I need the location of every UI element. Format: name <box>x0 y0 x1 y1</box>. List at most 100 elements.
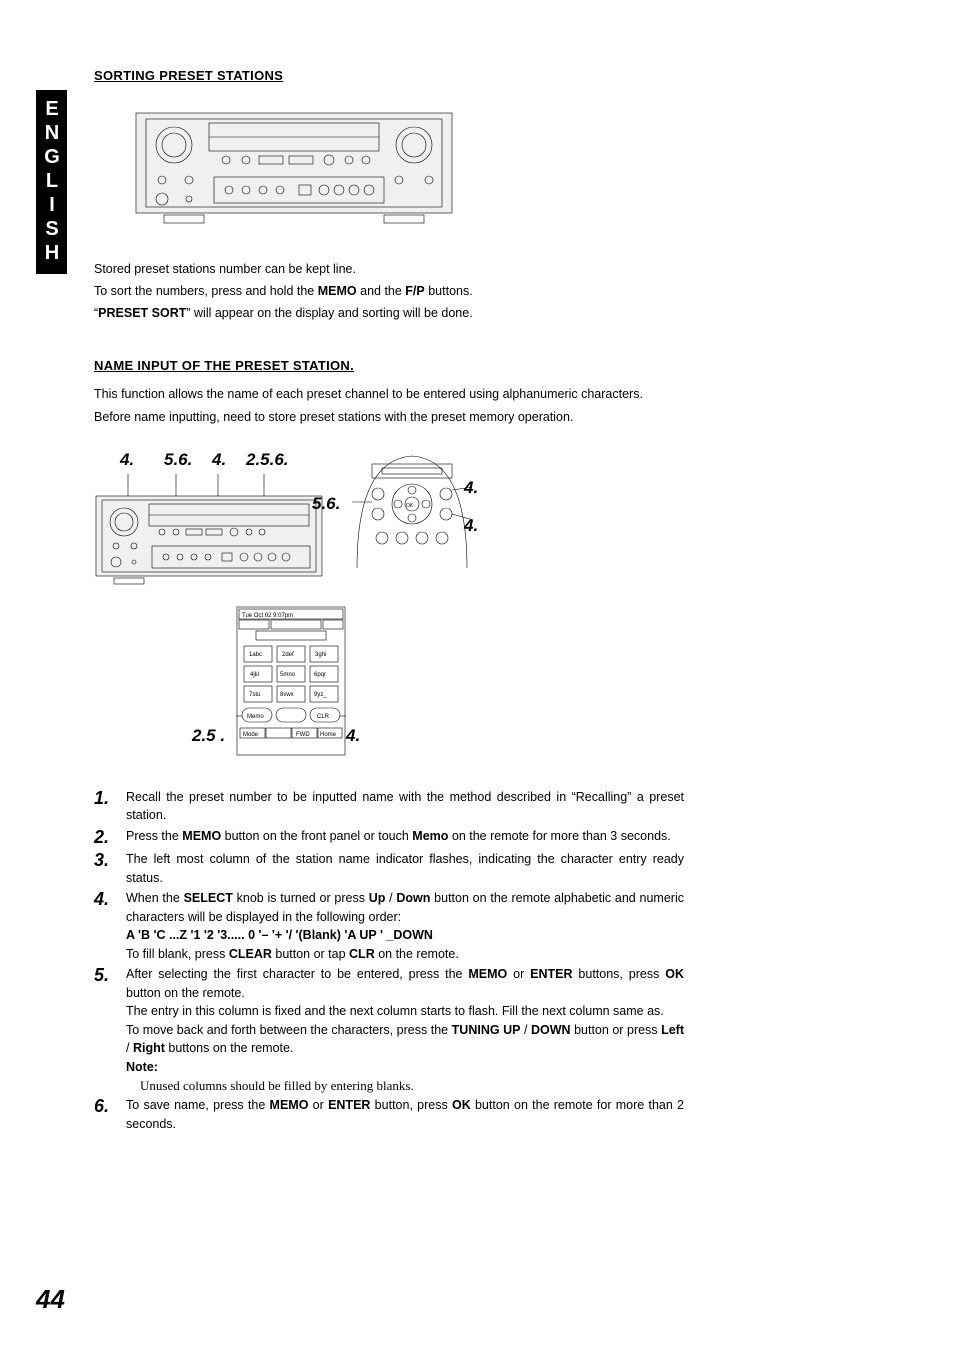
text: buttons, press <box>573 967 666 981</box>
svg-text:Tue Oct 02 9:07pm: Tue Oct 02 9:07pm <box>242 613 293 619</box>
step-3: 3. The left most column of the station n… <box>94 850 684 887</box>
step-text: To save name, press the MEMO or ENTER bu… <box>126 1096 684 1133</box>
bold: MEMO <box>182 829 221 843</box>
text: ” will appear on the display and sorting… <box>186 306 472 320</box>
bold: CLR <box>349 947 375 961</box>
section2: NAME INPUT OF THE PRESET STATION. This f… <box>94 358 684 1133</box>
bold: OK <box>665 967 684 981</box>
svg-text:Home: Home <box>320 732 337 738</box>
step-number: 1. <box>94 788 126 825</box>
callout-4a: 4. <box>120 450 134 470</box>
svg-text:FWD: FWD <box>296 732 310 738</box>
text: / <box>520 1023 531 1037</box>
text: The entry in this column is fixed and th… <box>126 1004 664 1018</box>
bold: ENTER <box>328 1098 370 1112</box>
text: To sort the numbers, press and hold the <box>94 284 318 298</box>
step-text: Press the MEMO button on the front panel… <box>126 827 671 849</box>
svg-text:CLR: CLR <box>317 714 330 720</box>
diagram-area: 4. 5.6. 4. 2.5.6. <box>94 450 684 770</box>
step-number: 5. <box>94 965 126 1076</box>
device-illustration-1 <box>134 105 454 235</box>
text: When the <box>126 891 184 905</box>
section2-title: NAME INPUT OF THE PRESET STATION. <box>94 358 684 373</box>
section1-p1: Stored preset stations number can be kep… <box>94 260 684 278</box>
svg-text:3/3: 3/3 <box>243 623 252 629</box>
step-text: The left most column of the station name… <box>126 850 684 887</box>
language-tab: ENGLISH <box>36 90 67 274</box>
page-number: 44 <box>36 1284 65 1315</box>
svg-text:6pqr: 6pqr <box>314 672 326 678</box>
char-sequence: A 'B 'C ...Z '1 '2 '3..... 0 '– '+ '/ '(… <box>126 928 433 942</box>
step-6: 6. To save name, press the MEMO or ENTER… <box>94 1096 684 1133</box>
svg-text:1abc: 1abc <box>249 652 262 658</box>
bold: TUNING UP <box>452 1023 521 1037</box>
text: button on the front panel or touch <box>221 829 412 843</box>
step-number: 2. <box>94 827 126 849</box>
preset-sort-bold: PRESET SORT <box>98 306 186 320</box>
step-1: 1. Recall the preset number to be inputt… <box>94 788 684 825</box>
svg-text:5mno: 5mno <box>280 672 296 678</box>
bold: OK <box>452 1098 471 1112</box>
svg-text:OK: OK <box>406 503 414 509</box>
text: on the remote for more than 3 seconds. <box>448 829 670 843</box>
text: To move back and forth between the chara… <box>126 1023 452 1037</box>
bold: SELECT <box>184 891 233 905</box>
text: button or press <box>571 1023 662 1037</box>
svg-text:4jkl: 4jkl <box>250 672 259 678</box>
callout-56b: 5.6. <box>312 494 340 514</box>
text: or <box>308 1098 328 1112</box>
svg-text:2def: 2def <box>282 652 294 658</box>
text: and the <box>357 284 406 298</box>
svg-text:BACK: BACK <box>269 732 285 738</box>
bold: Right <box>133 1041 165 1055</box>
svg-text:0+-/: 0+-/ <box>282 714 293 720</box>
note-text: Unused columns should be filled by enter… <box>140 1078 684 1094</box>
svg-text:Memo: Memo <box>247 714 264 720</box>
step-number: 3. <box>94 850 126 887</box>
text: knob is turned or press <box>233 891 369 905</box>
step-2: 2. Press the MEMO button on the front pa… <box>94 827 684 849</box>
bold: MEMO <box>468 967 507 981</box>
section2-p1: This function allows the name of each pr… <box>94 385 684 403</box>
section1-p2: To sort the numbers, press and hold the … <box>94 282 684 300</box>
text: button on the remote. <box>126 986 245 1000</box>
svg-text:8vwx: 8vwx <box>280 692 294 698</box>
svg-text:Timer: Timer <box>284 623 299 629</box>
svg-text:7stu: 7stu <box>249 692 260 698</box>
svg-text:Keypad: Keypad <box>274 634 294 640</box>
keypad-screen: Tue Oct 02 9:07pm 3/3 Timer Keypad 1abc … <box>236 606 346 756</box>
step-text: After selecting the first character to b… <box>126 965 684 1076</box>
text: To save name, press the <box>126 1098 270 1112</box>
callout-56a: 5.6. <box>164 450 192 470</box>
text: or <box>507 967 530 981</box>
steps-list: 1. Recall the preset number to be inputt… <box>94 788 684 1134</box>
bold: ENTER <box>530 967 572 981</box>
section2-p2: Before name inputting, need to store pre… <box>94 408 684 426</box>
bold: CLEAR <box>229 947 272 961</box>
callout-25: 2.5 . <box>192 726 225 746</box>
step-number: 4. <box>94 889 126 963</box>
bold: DOWN <box>531 1023 571 1037</box>
note-label: Note: <box>126 1060 158 1074</box>
text: / <box>385 891 396 905</box>
step-text: Recall the preset number to be inputted … <box>126 788 684 825</box>
section1-title: SORTING PRESET STATIONS <box>94 68 684 83</box>
text: / <box>126 1041 133 1055</box>
text: on the remote. <box>375 947 459 961</box>
text: button or tap <box>272 947 349 961</box>
step-5: 5. After selecting the first character t… <box>94 965 684 1076</box>
content-column: SORTING PRESET STATIONS Stored preset st… <box>94 68 684 1133</box>
page: ENGLISH SORTING PRESET STATIONS Stored p… <box>0 0 954 1351</box>
fp-bold: F/P <box>405 284 424 298</box>
svg-text:3ghi: 3ghi <box>315 652 326 658</box>
device-illustration-2 <box>94 474 324 594</box>
svg-text:9yz_: 9yz_ <box>314 692 327 698</box>
remote-illustration: OK <box>352 450 472 570</box>
callout-256: 2.5.6. <box>246 450 289 470</box>
bold: Left <box>661 1023 684 1037</box>
step-text: When the SELECT knob is turned or press … <box>126 889 684 963</box>
step-4: 4. When the SELECT knob is turned or pre… <box>94 889 684 963</box>
bold: MEMO <box>270 1098 309 1112</box>
callout-4e: 4. <box>346 726 360 746</box>
text: button, press <box>370 1098 452 1112</box>
